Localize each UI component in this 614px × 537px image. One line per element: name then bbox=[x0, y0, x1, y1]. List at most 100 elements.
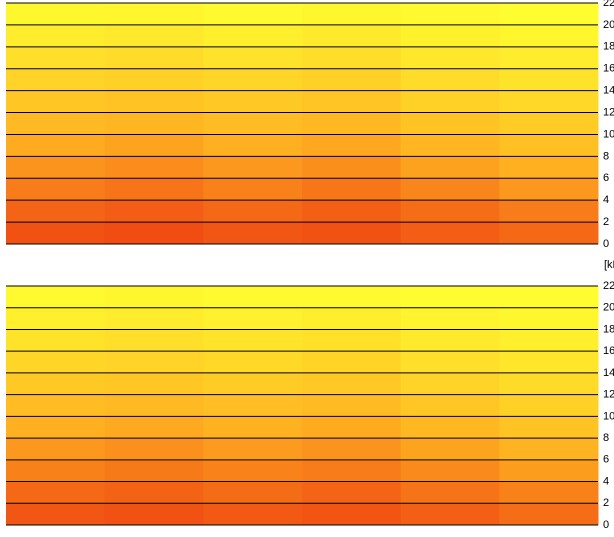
heat-cell bbox=[302, 503, 402, 526]
y-tick-label: 0 bbox=[603, 238, 609, 250]
heat-cell bbox=[203, 90, 303, 114]
heat-cell bbox=[203, 372, 303, 396]
heat-cell bbox=[499, 286, 599, 309]
heat-cell bbox=[6, 481, 106, 504]
y-tick-label: 12 bbox=[603, 389, 614, 401]
heat-cell bbox=[104, 24, 204, 48]
heat-cell bbox=[499, 24, 599, 48]
heat-cell bbox=[6, 394, 106, 417]
heat-cell bbox=[203, 481, 303, 504]
heat-cell bbox=[302, 200, 402, 223]
heat-cell bbox=[203, 46, 303, 70]
heat-cell bbox=[302, 156, 402, 179]
heat-cell bbox=[499, 3, 599, 26]
heat-cell bbox=[400, 351, 500, 374]
y-tick-label: 20 bbox=[603, 19, 614, 31]
heat-cell bbox=[302, 68, 402, 92]
heat-cell bbox=[400, 134, 500, 157]
heat-cell bbox=[104, 3, 204, 26]
heat-cell bbox=[6, 438, 106, 461]
heat-cell bbox=[6, 286, 106, 309]
heat-cell bbox=[499, 90, 599, 114]
heat-cell bbox=[203, 351, 303, 374]
heat-cell bbox=[104, 134, 204, 157]
heat-cell bbox=[203, 307, 303, 330]
y-tick-label: 10 bbox=[603, 410, 614, 422]
heat-cell bbox=[499, 351, 599, 374]
heat-cell bbox=[400, 222, 500, 245]
heat-cell bbox=[6, 3, 106, 26]
heat-cell bbox=[104, 372, 204, 396]
heat-cell bbox=[203, 200, 303, 223]
y-tick-label: 16 bbox=[603, 63, 614, 75]
y-tick-label: 12 bbox=[603, 106, 614, 118]
heat-cell bbox=[104, 68, 204, 92]
heat-cell bbox=[400, 503, 500, 526]
heat-cell bbox=[499, 329, 599, 352]
heat-cell bbox=[203, 394, 303, 417]
heat-cell bbox=[499, 178, 599, 201]
heat-cell bbox=[302, 46, 402, 70]
heat-cell bbox=[6, 222, 106, 245]
heat-cell bbox=[400, 329, 500, 352]
heat-cell bbox=[203, 134, 303, 157]
heat-cell bbox=[499, 503, 599, 526]
heat-cell bbox=[400, 286, 500, 309]
heat-cell bbox=[400, 200, 500, 223]
heat-cell bbox=[499, 416, 599, 439]
heat-cell bbox=[499, 372, 599, 396]
heat-cell bbox=[400, 112, 500, 135]
heat-cell bbox=[203, 178, 303, 201]
heat-cell bbox=[104, 90, 204, 114]
heat-cell bbox=[6, 112, 106, 135]
y-tick-label: 14 bbox=[603, 367, 614, 379]
heat-cell bbox=[499, 156, 599, 179]
heat-cell bbox=[104, 46, 204, 70]
y-tick-label: 8 bbox=[603, 150, 609, 162]
heat-cell bbox=[302, 112, 402, 135]
heat-cell bbox=[400, 416, 500, 439]
heat-cell bbox=[104, 351, 204, 374]
heat-cell bbox=[6, 90, 106, 114]
heat-cell bbox=[499, 481, 599, 504]
heat-cell bbox=[499, 200, 599, 223]
heat-cell bbox=[302, 438, 402, 461]
heat-cell bbox=[499, 68, 599, 92]
heat-cell bbox=[302, 351, 402, 374]
heat-cell bbox=[302, 134, 402, 157]
heat-cell bbox=[104, 112, 204, 135]
heat-cell bbox=[6, 156, 106, 179]
heat-cell bbox=[203, 112, 303, 135]
heat-cell bbox=[104, 329, 204, 352]
heat-cell bbox=[203, 286, 303, 309]
y-tick-label: 14 bbox=[603, 85, 614, 97]
heat-cell bbox=[302, 459, 402, 483]
y-tick-label: 6 bbox=[603, 172, 609, 184]
heat-cell bbox=[6, 416, 106, 439]
heat-cell bbox=[203, 24, 303, 48]
y-tick-label: 2 bbox=[603, 216, 609, 228]
heat-cell bbox=[400, 394, 500, 417]
heat-cell bbox=[302, 222, 402, 245]
heat-cell bbox=[400, 68, 500, 92]
y-tick-label: 8 bbox=[603, 432, 609, 444]
heat-cell bbox=[6, 307, 106, 330]
heat-cell bbox=[203, 3, 303, 26]
heat-cell bbox=[499, 438, 599, 461]
heat-cell bbox=[400, 24, 500, 48]
heat-cell bbox=[203, 438, 303, 461]
heat-cell bbox=[302, 307, 402, 330]
heat-cell bbox=[400, 459, 500, 483]
heat-cell bbox=[400, 3, 500, 26]
heat-cell bbox=[499, 112, 599, 135]
heat-cell bbox=[302, 3, 402, 26]
y-tick-label: 22 bbox=[603, 0, 614, 9]
heat-cell bbox=[6, 24, 106, 48]
y-tick-label: 4 bbox=[603, 194, 609, 206]
heat-cell bbox=[499, 459, 599, 483]
heat-cell bbox=[104, 286, 204, 309]
heat-cell bbox=[203, 416, 303, 439]
heat-cell bbox=[400, 156, 500, 179]
